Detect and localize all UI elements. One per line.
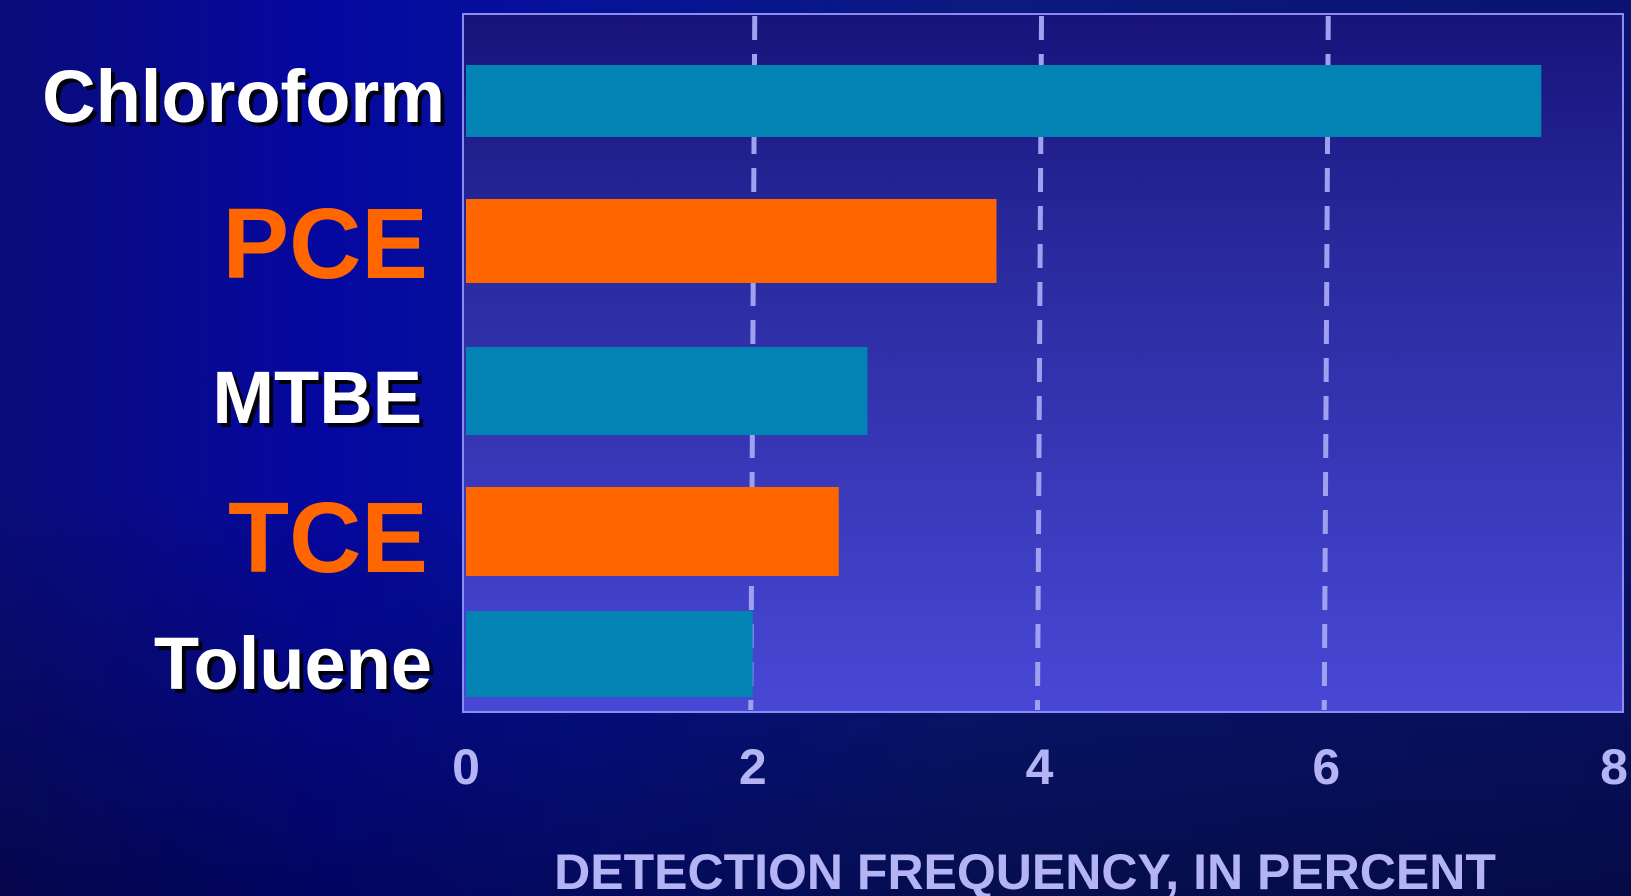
- x-tick-label-0: 0: [452, 739, 480, 795]
- bar-toluene: [466, 611, 753, 697]
- category-label-tce: TCE: [228, 482, 428, 594]
- tick-label-layer: 0 2 4 6 8: [452, 739, 1628, 795]
- category-label-layer: Chloroform PCE MTBE TCE Toluene: [42, 55, 445, 705]
- category-label-chloroform: Chloroform: [42, 55, 445, 138]
- bar-tce: [466, 487, 839, 576]
- x-tick-label-6: 6: [1312, 739, 1340, 795]
- bar-pce: [466, 199, 997, 283]
- category-label-pce: PCE: [222, 188, 428, 300]
- bar-layer: [466, 65, 1542, 697]
- category-label-mtbe: MTBE: [212, 356, 422, 439]
- x-axis-title: DETECTION FREQUENCY, IN PERCENT: [554, 844, 1496, 896]
- bar-mtbe: [466, 347, 868, 435]
- x-tick-label-8: 8: [1600, 739, 1628, 795]
- x-tick-label-2: 2: [739, 739, 767, 795]
- x-tick-label-4: 4: [1026, 739, 1054, 795]
- bar-chloroform: [466, 65, 1542, 137]
- category-label-toluene: Toluene: [154, 622, 432, 705]
